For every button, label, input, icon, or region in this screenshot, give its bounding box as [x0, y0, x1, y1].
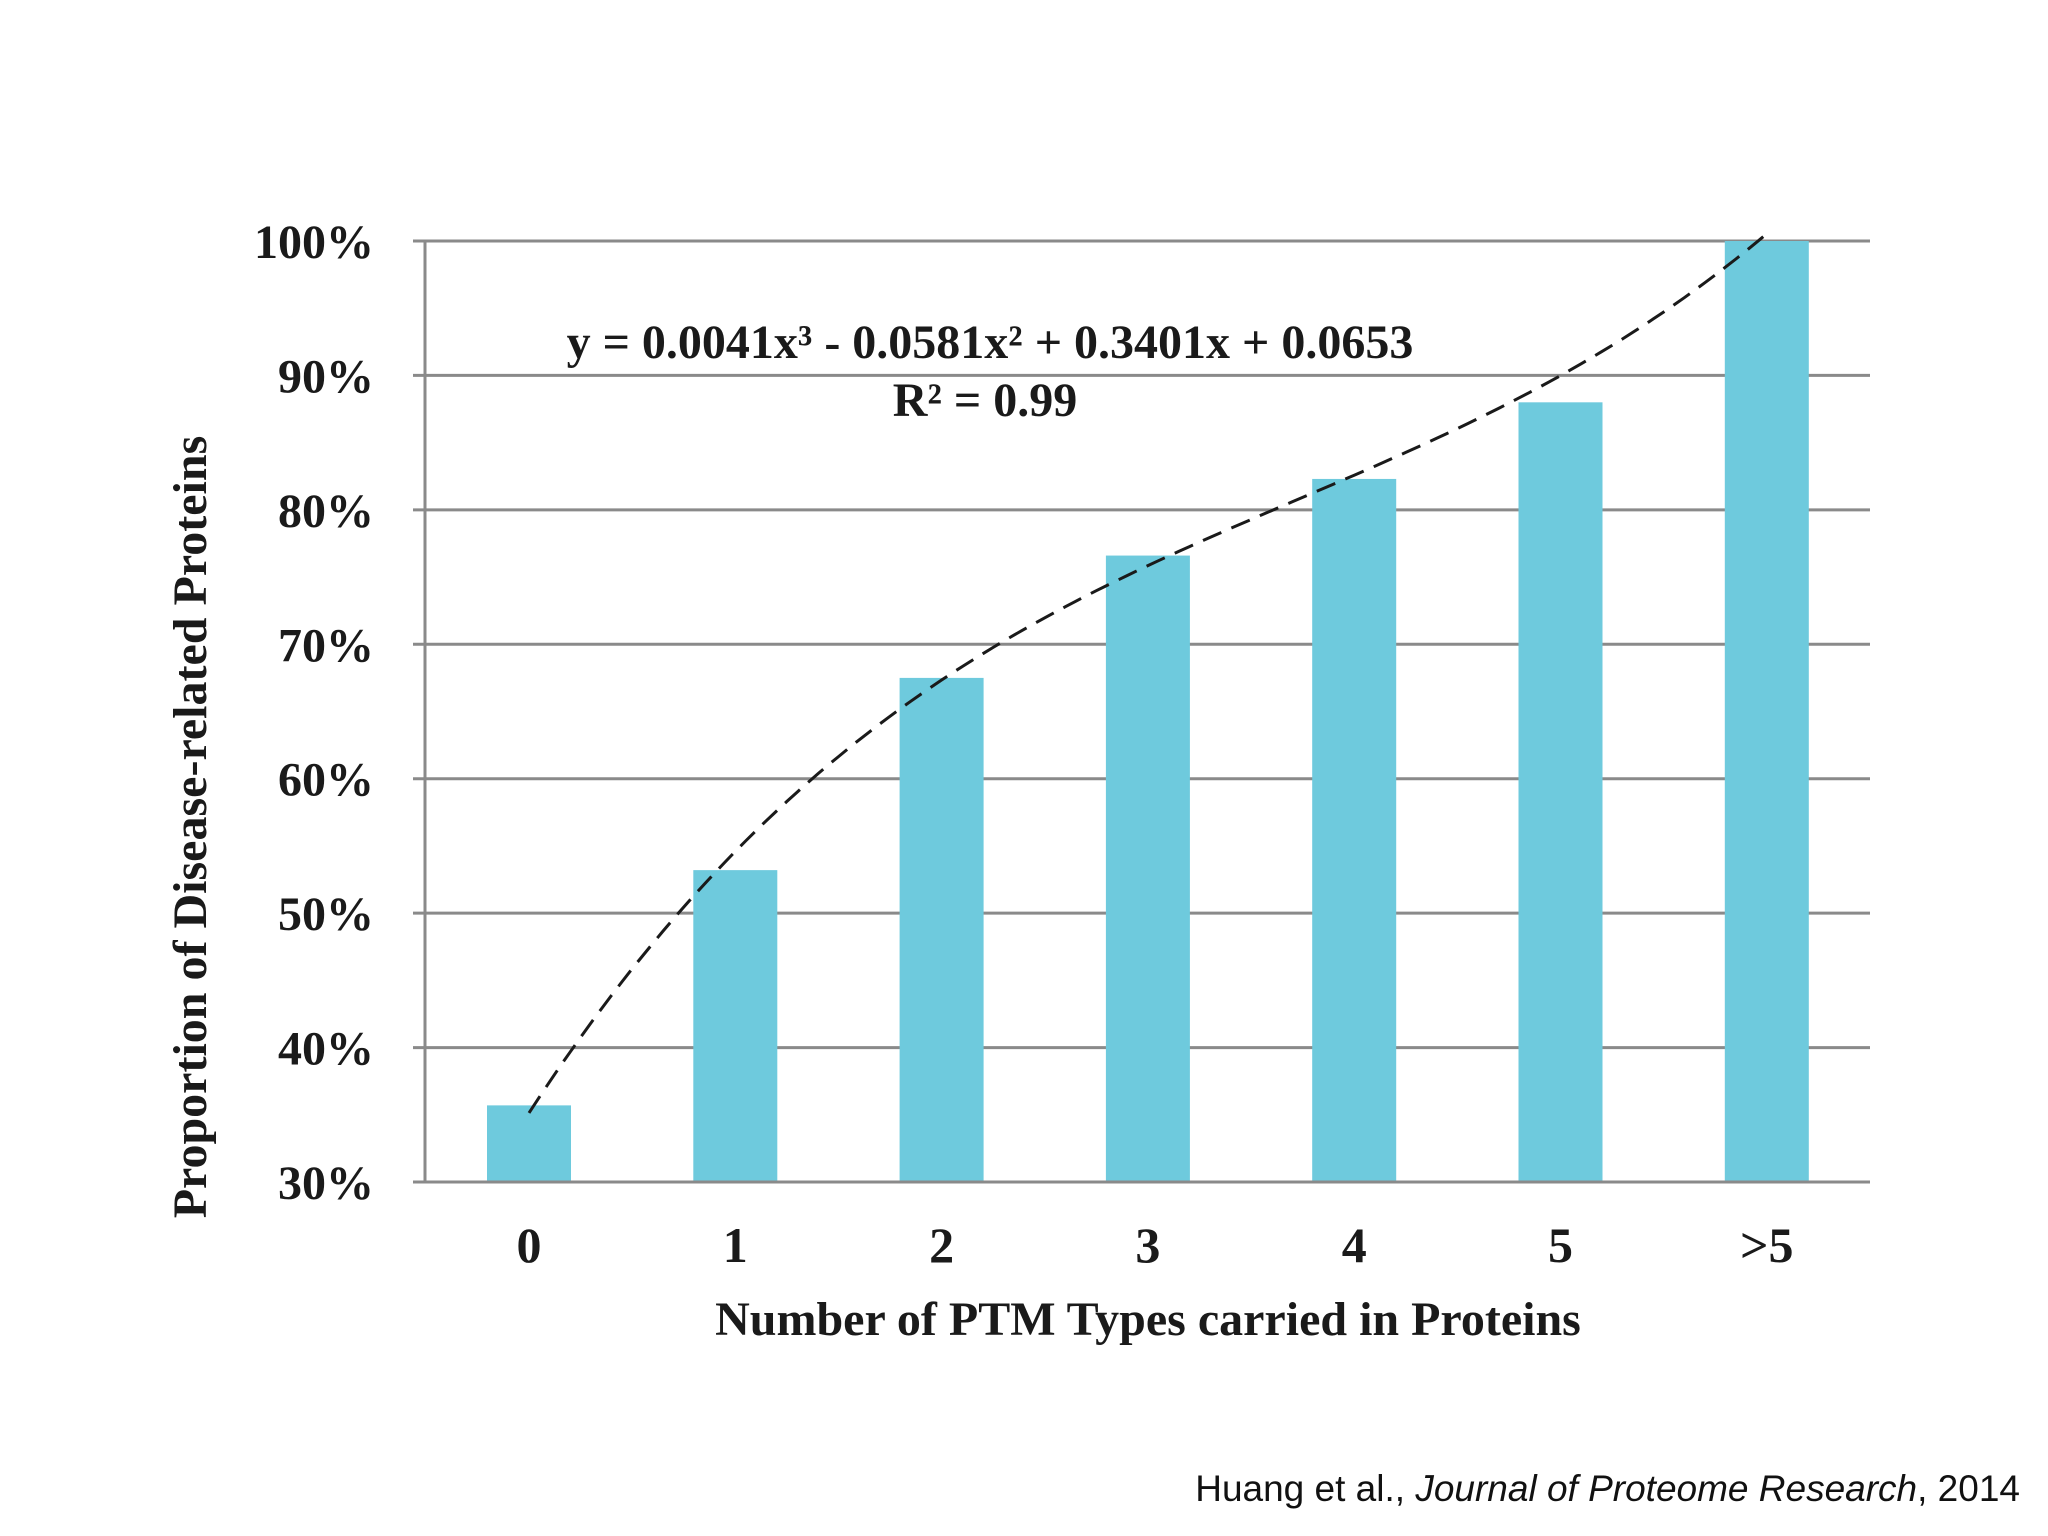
- x-axis-title: Number of PTM Types carried in Proteins: [715, 1293, 1581, 1346]
- x-tick-labels: 0 1 2 3 4 5 >5: [517, 1217, 1794, 1273]
- y-tick-label: 40%: [278, 1023, 374, 1076]
- x-tick-label: 5: [1548, 1217, 1573, 1273]
- trendline: [527, 232, 1768, 1114]
- y-tick-label: 100%: [254, 216, 374, 269]
- y-tick-label: 60%: [278, 754, 374, 807]
- y-tick-labels: 30% 40% 50% 60% 70% 80% 90% 100%: [254, 216, 374, 1210]
- x-tick-label: 2: [929, 1217, 954, 1273]
- y-tick-label: 80%: [278, 485, 374, 538]
- bar: [693, 870, 778, 1182]
- bar: [1724, 241, 1809, 1182]
- x-tick-label: >5: [1740, 1217, 1794, 1273]
- bar: [1105, 555, 1190, 1182]
- citation-journal: Journal of Proteome Research: [1415, 1468, 1918, 1509]
- bar: [1312, 478, 1397, 1182]
- x-tick-label: 1: [723, 1217, 748, 1273]
- trendline-equation: y = 0.0041x³ - 0.0581x² + 0.3401x + 0.06…: [567, 316, 1414, 369]
- bar: [487, 1105, 571, 1182]
- y-tick-label: 90%: [278, 350, 374, 403]
- x-tick-label: 4: [1342, 1217, 1367, 1273]
- bar: [1518, 402, 1603, 1182]
- y-tick-label: 70%: [278, 619, 374, 672]
- citation-authors: Huang et al.,: [1195, 1468, 1416, 1509]
- citation: Huang et al., Journal of Proteome Resear…: [1195, 1468, 2020, 1510]
- citation-year: , 2014: [1917, 1468, 2020, 1509]
- x-tick-label: 0: [517, 1217, 542, 1273]
- x-tick-label: 3: [1135, 1217, 1160, 1273]
- bars: [487, 241, 1809, 1182]
- axes: [413, 241, 1870, 1184]
- y-tick-label: 50%: [278, 888, 374, 941]
- trendline-r-squared: R² = 0.99: [893, 374, 1077, 427]
- bar: [899, 677, 984, 1182]
- y-axis-title: Proportion of Disease-related Proteins: [164, 436, 217, 1219]
- y-tick-label: 30%: [278, 1157, 374, 1210]
